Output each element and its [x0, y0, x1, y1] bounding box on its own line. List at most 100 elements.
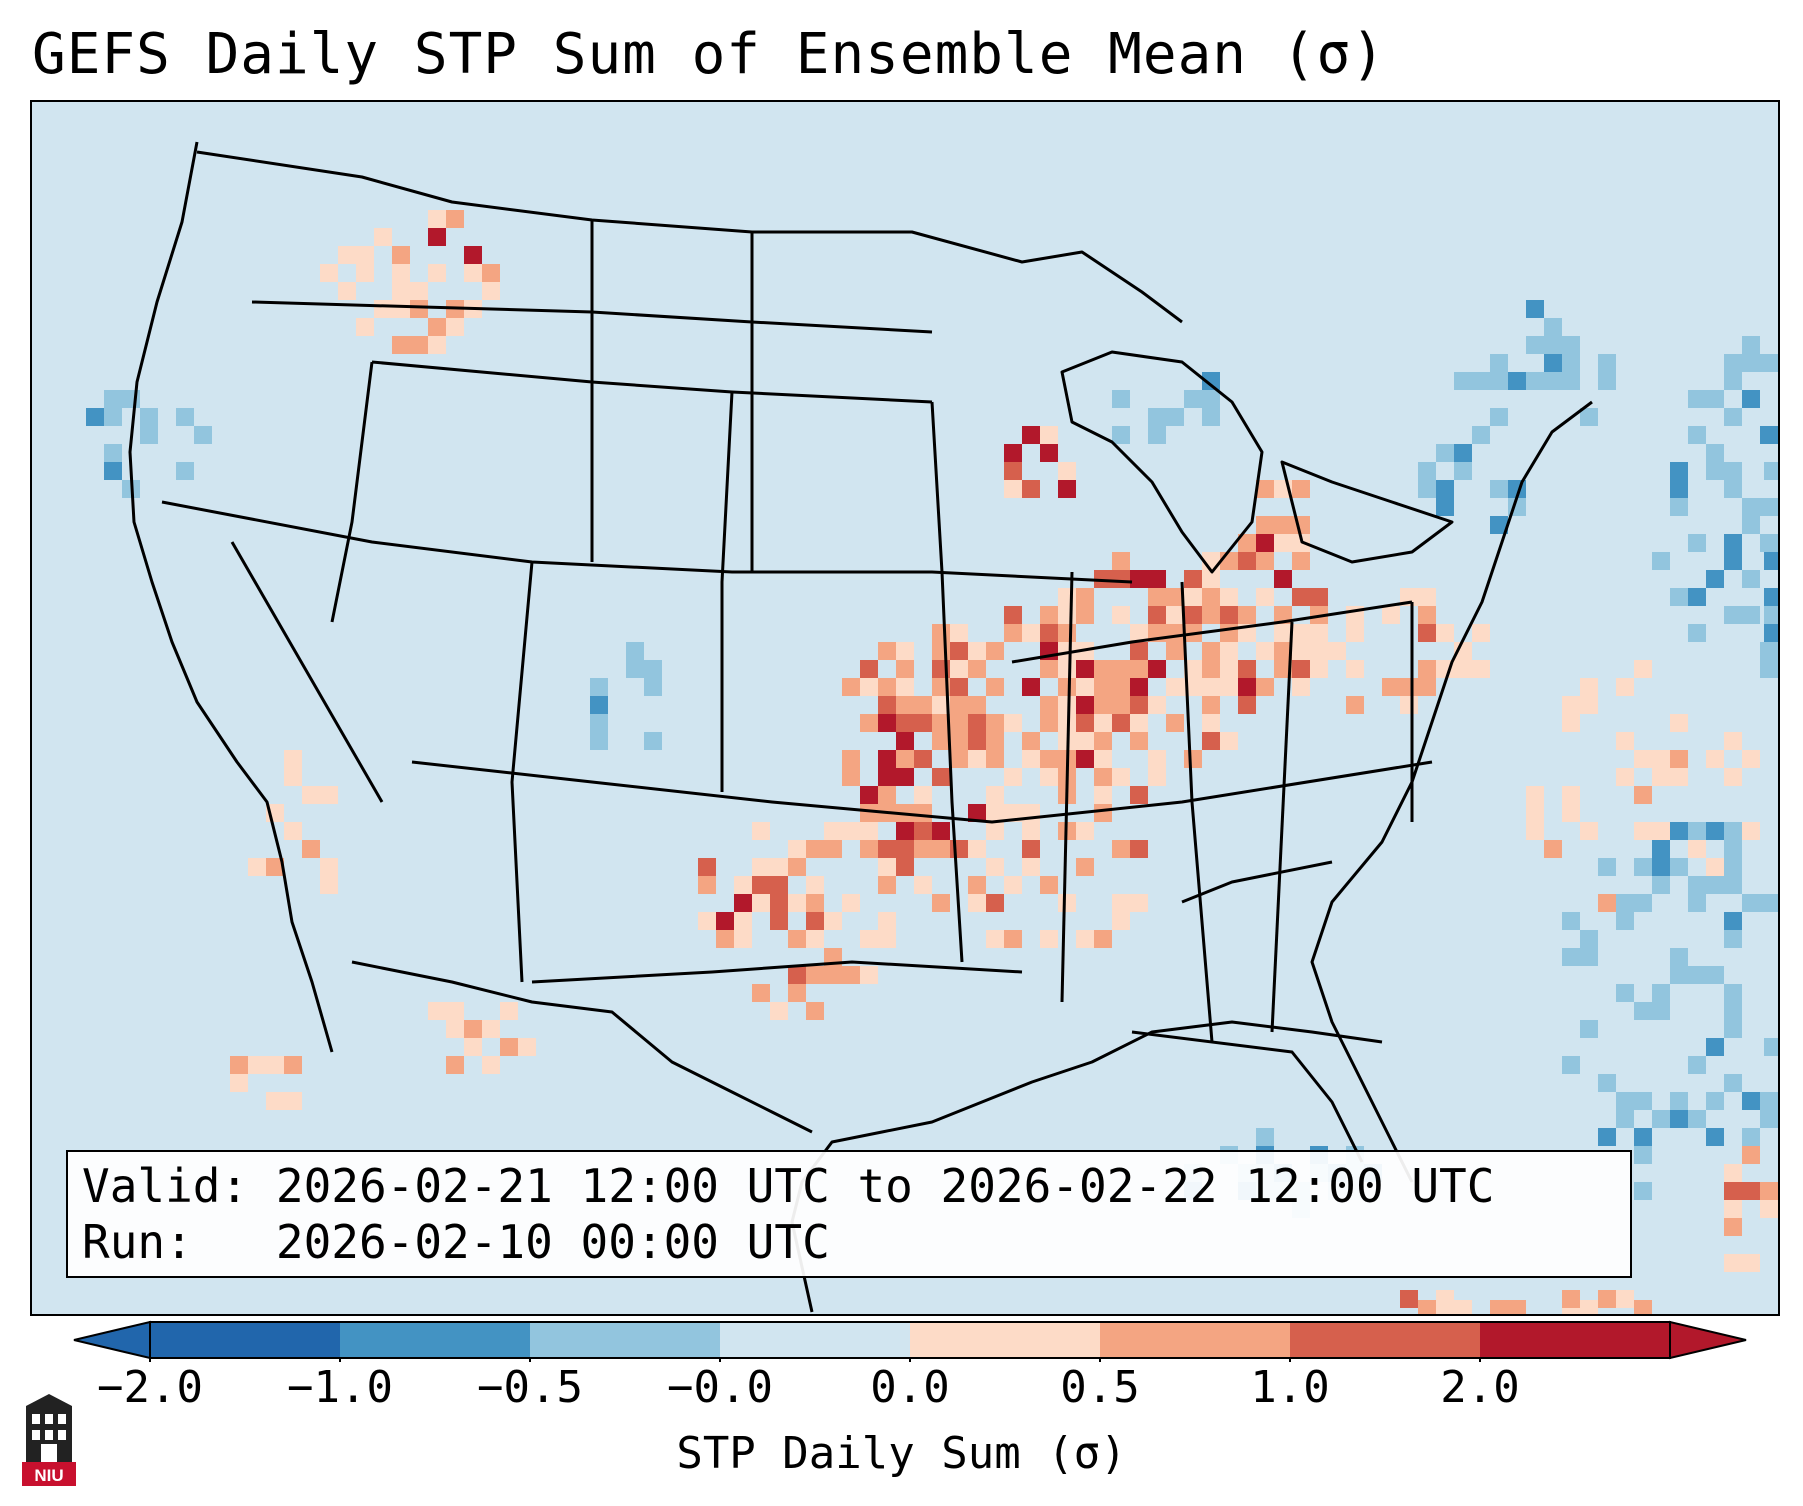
border-line [1060, 350, 1264, 574]
stp-cell [248, 1056, 266, 1074]
stp-cell [302, 786, 320, 804]
stp-cell [860, 930, 878, 948]
stp-cell [1562, 912, 1580, 930]
colorbar-segment [910, 1322, 1100, 1358]
stp-cell [1022, 750, 1040, 768]
stp-cell [1112, 840, 1130, 858]
stp-cell [1706, 750, 1724, 768]
stp-cell [896, 768, 914, 786]
stp-cell [266, 858, 284, 876]
stp-cell [1166, 714, 1184, 732]
stp-cell [1742, 1254, 1760, 1272]
stp-cell [1616, 1092, 1634, 1110]
map-panel [30, 100, 1780, 1316]
stp-cell [1562, 1290, 1580, 1308]
stp-cell [1040, 696, 1058, 714]
stp-cell [1724, 408, 1742, 426]
stp-cell [1472, 426, 1490, 444]
stp-cell [446, 1056, 464, 1074]
stp-cell [1760, 426, 1778, 444]
stp-cell [968, 642, 986, 660]
stp-cell [896, 840, 914, 858]
stp-cell [1112, 678, 1130, 696]
border-line [720, 391, 734, 792]
stp-cell [1004, 606, 1022, 624]
stp-cell [1634, 750, 1652, 768]
stp-cell [1112, 912, 1130, 930]
stp-cell [1076, 732, 1094, 750]
stp-cell [1562, 948, 1580, 966]
stp-cell [842, 768, 860, 786]
stp-cell [104, 462, 122, 480]
stp-cell [1040, 768, 1058, 786]
stp-cell [1166, 624, 1184, 642]
stp-cell [986, 894, 1004, 912]
stp-cell [1292, 624, 1310, 642]
stp-cell [1418, 588, 1436, 606]
stp-cell [1094, 930, 1112, 948]
stp-cell [1454, 462, 1472, 480]
colorbar-under-arrow [73, 1320, 151, 1360]
stp-cell [374, 300, 392, 318]
stp-cell [1130, 642, 1148, 660]
stp-cell [1544, 354, 1562, 372]
stp-cell [482, 264, 500, 282]
stp-cell [1436, 624, 1454, 642]
border-line [128, 141, 334, 1053]
stp-cell [1742, 822, 1760, 840]
stp-cell [1112, 390, 1130, 408]
stp-cell [1472, 660, 1490, 678]
stp-cell [914, 804, 932, 822]
stp-cell [1058, 462, 1076, 480]
stp-cell [1004, 930, 1022, 948]
stp-cell [482, 1020, 500, 1038]
stp-cell [1130, 732, 1148, 750]
stp-cell [788, 966, 806, 984]
stp-cell [1616, 1110, 1634, 1128]
stp-cell [410, 300, 428, 318]
stp-cell [1058, 678, 1076, 696]
stp-cell [104, 390, 122, 408]
stp-cell [302, 840, 320, 858]
stp-cell [932, 732, 950, 750]
stp-cell [1562, 1056, 1580, 1074]
stp-cell [356, 246, 374, 264]
stp-cell [1094, 696, 1112, 714]
stp-cell [1130, 840, 1148, 858]
stp-cell [1202, 408, 1220, 426]
stp-cell [1274, 570, 1292, 588]
border-line [1180, 581, 1214, 1043]
logo-text: NIU [34, 1466, 63, 1485]
stp-cell [1472, 624, 1490, 642]
stp-cell [1040, 876, 1058, 894]
stp-cell [1724, 1182, 1742, 1200]
stp-cell [860, 678, 878, 696]
stp-cell [1562, 336, 1580, 354]
stp-cell [1670, 498, 1688, 516]
stp-cell [1724, 372, 1742, 390]
stp-cell [428, 228, 446, 246]
stp-cell [1724, 768, 1742, 786]
stp-cell [1454, 660, 1472, 678]
stp-cell [1022, 426, 1040, 444]
stp-cell [806, 876, 824, 894]
stp-cell [1256, 480, 1274, 498]
colorbar-segment [1480, 1322, 1670, 1358]
stp-cell [1706, 876, 1724, 894]
colorbar-tick-label: −0.0 [667, 1362, 773, 1413]
stp-cell [590, 678, 608, 696]
stp-cell [932, 768, 950, 786]
stp-cell [1274, 516, 1292, 534]
stp-cell [1652, 750, 1670, 768]
stp-cell [1634, 1092, 1652, 1110]
stp-cell [1688, 840, 1706, 858]
border-line [230, 541, 384, 803]
stp-cell [1130, 570, 1148, 588]
state-borders [128, 141, 1593, 1313]
stp-cell [1148, 606, 1166, 624]
stp-cell [950, 840, 968, 858]
border-line [251, 300, 933, 334]
stp-cell [896, 750, 914, 768]
stp-cell [320, 858, 338, 876]
border-line [1060, 571, 1074, 1003]
